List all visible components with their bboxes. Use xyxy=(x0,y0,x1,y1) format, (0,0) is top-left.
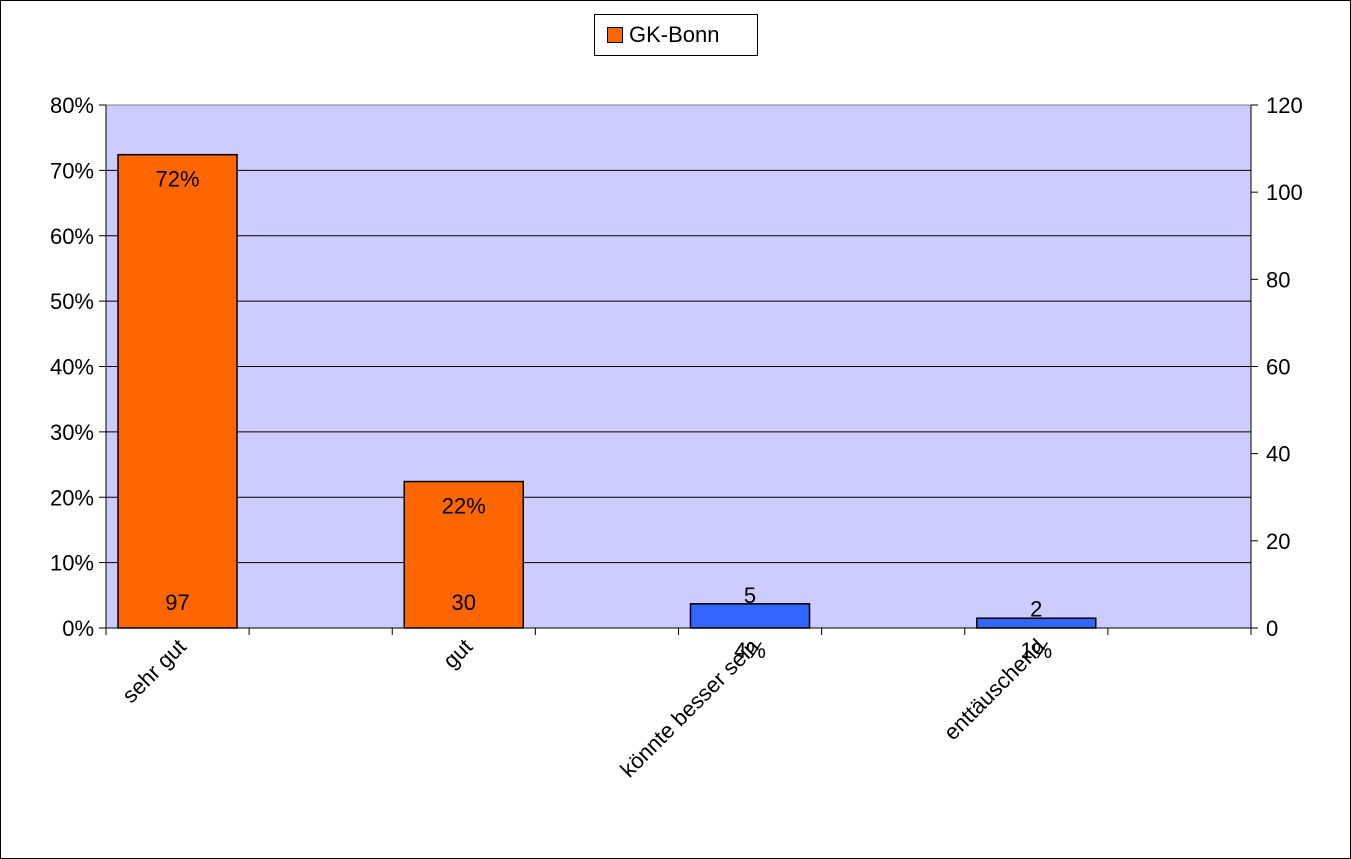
legend: GK-Bonn xyxy=(594,14,758,56)
right-axis-tick-label: 20 xyxy=(1266,529,1290,554)
percent-data-label: 4% xyxy=(734,638,766,663)
right-axis-tick-label: 60 xyxy=(1266,355,1290,380)
right-axis-tick-label: 80 xyxy=(1266,267,1290,292)
count-data-label: 5 xyxy=(744,583,756,608)
right-axis-tick-label: 120 xyxy=(1266,93,1303,118)
left-axis-tick-label: 50% xyxy=(50,289,94,314)
bars xyxy=(117,153,1097,629)
right-axis-tick-label: 100 xyxy=(1266,180,1303,205)
left-axis-tick-label: 40% xyxy=(50,355,94,380)
left-axis-tick-label: 60% xyxy=(50,224,94,249)
left-axis-tick-label: 20% xyxy=(50,485,94,510)
percent-data-label: 1% xyxy=(1020,638,1052,663)
x-axis-category-label: sehr gut xyxy=(117,634,191,708)
legend-label: GK-Bonn xyxy=(629,22,720,47)
bar-1 xyxy=(117,153,238,629)
left-axis-tick-label: 10% xyxy=(50,551,94,576)
x-axis-category-label: gut xyxy=(438,634,477,673)
count-data-label: 30 xyxy=(452,590,476,615)
legend-swatch-icon xyxy=(607,27,623,43)
bar-2 xyxy=(403,480,524,629)
left-axis-tick-label: 0% xyxy=(62,616,94,641)
count-data-label: 2 xyxy=(1030,596,1042,621)
gridlines xyxy=(106,169,1251,564)
percent-data-label: 72% xyxy=(155,167,199,192)
left-axis-tick-label: 30% xyxy=(50,420,94,445)
right-axis-tick-label: 0 xyxy=(1266,616,1278,641)
data-labels: 72% 97 22% 30 4% 5 1% 2 xyxy=(155,167,1052,663)
right-axis-tick-label: 40 xyxy=(1266,442,1290,467)
percent-data-label: 22% xyxy=(442,494,486,519)
bar-3 xyxy=(689,603,811,629)
left-axis-tick-label: 80% xyxy=(50,93,94,118)
count-data-label: 97 xyxy=(165,590,189,615)
left-axis-tick-label: 70% xyxy=(50,158,94,183)
